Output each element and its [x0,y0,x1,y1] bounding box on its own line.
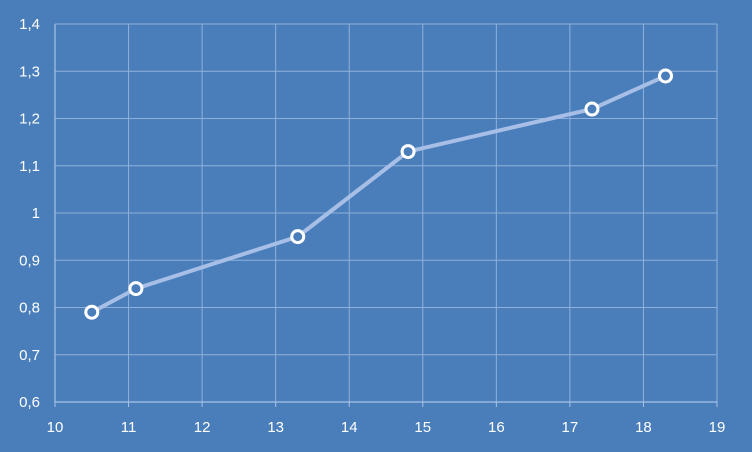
data-markers [84,68,674,320]
y-tick-label: 1,3 [19,63,40,80]
y-tick-label: 0,9 [19,252,40,269]
x-tick-label: 11 [121,419,137,436]
tick-labels: 0,6 0,7 0,8 0,9 1 1,1 1,2 1,3 1,4 10 11 12 13 14 15 16 1… [19,16,725,436]
y-tick-label: 0,7 [19,347,40,364]
series-line-layer [89,73,668,315]
x-tick-label: 14 [341,419,358,436]
x-tick-label: 19 [709,419,726,436]
grid [55,23,718,402]
y-tick-label: 1,1 [19,158,40,175]
x-tick-label: 15 [414,419,431,436]
y-tick-label: 1 [32,205,40,222]
axes [54,24,718,407]
x-tick-label: 13 [267,419,284,436]
x-tick-label: 12 [194,419,211,436]
y-tick-label: 1,4 [19,16,40,33]
y-tick-label: 0,8 [19,300,40,317]
data-point [584,101,600,117]
x-tick-label: 10 [47,419,64,436]
data-point [658,68,674,84]
data-point [84,304,100,320]
data-point [400,144,416,160]
y-tick-label: 1,2 [19,111,40,128]
x-tick-label: 18 [635,419,652,436]
data-point [128,281,144,297]
y-tick-label: 0,6 [19,394,40,411]
data-point [290,229,306,245]
x-tick-label: 16 [488,419,505,436]
x-tick-label: 17 [562,419,579,436]
series-line [89,73,668,315]
